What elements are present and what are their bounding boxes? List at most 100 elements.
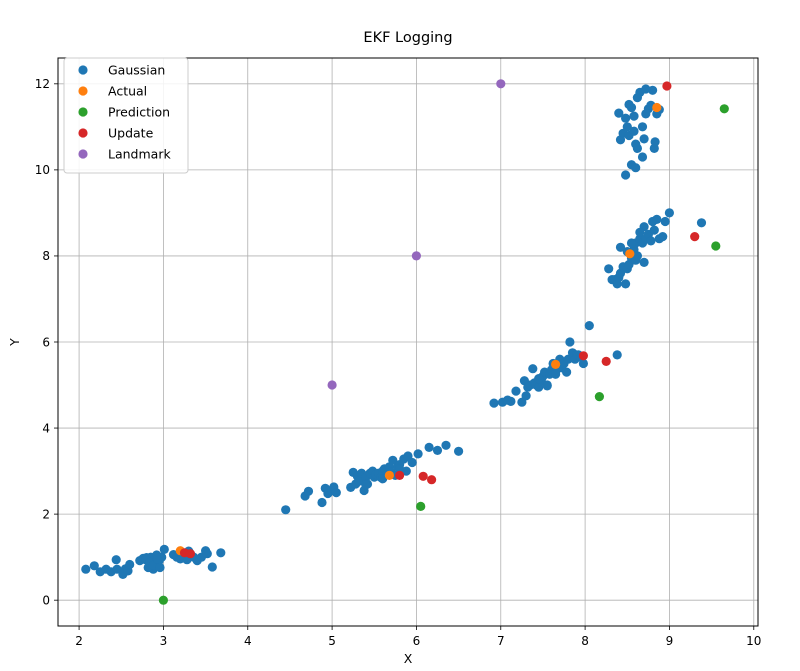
gaussian-point [152, 554, 163, 564]
gaussian-point [696, 218, 707, 228]
update-point [427, 475, 437, 485]
gaussian-point [639, 134, 649, 144]
actual-point [625, 249, 635, 259]
legend-marker-update [78, 128, 88, 138]
x-tick-label: 9 [666, 634, 674, 648]
gaussian-point [441, 440, 451, 450]
gaussian-point [637, 152, 648, 162]
actual-point [384, 470, 394, 480]
gaussian-point [635, 227, 645, 237]
gaussian-point [159, 544, 169, 555]
gaussian-point [454, 446, 464, 456]
gaussian-point [632, 93, 643, 103]
gaussian-point [361, 480, 371, 490]
gaussian-point [403, 451, 413, 461]
chart-title: EKF Logging [363, 30, 452, 46]
y-tick-label: 8 [42, 249, 50, 263]
gaussian-point [155, 562, 165, 573]
legend-marker-gaussian [78, 65, 88, 75]
x-axis-label: X [404, 651, 413, 666]
actual-point [551, 359, 561, 369]
update-point [185, 549, 195, 559]
legend: Gaussian Actual Prediction Update Landmark [63, 57, 189, 174]
axis-ticks: 2 3 4 5 6 7 8 9 10 0 2 4 6 8 10 12 [35, 77, 762, 648]
y-tick-label: 6 [42, 335, 50, 349]
x-tick-label: 5 [328, 634, 336, 648]
gaussian-point [631, 255, 641, 265]
landmark-point [411, 251, 421, 261]
gaussian-point [621, 170, 631, 180]
gaussian-point [489, 398, 499, 408]
gaussian-point [621, 113, 631, 123]
gaussian-point [551, 369, 561, 379]
prediction-point [158, 595, 168, 605]
x-tick-label: 7 [497, 634, 505, 648]
gaussian-point [281, 505, 291, 515]
series-landmark [327, 79, 506, 390]
gaussian-point [562, 367, 572, 377]
gaussian-point [81, 564, 91, 574]
gaussian-point [111, 555, 121, 565]
gaussian-point [658, 232, 668, 242]
y-tick-label: 10 [35, 163, 50, 177]
gaussian-point [413, 449, 423, 459]
gaussian-point [624, 99, 634, 110]
gaussian-point [542, 381, 552, 391]
gaussian-point [660, 216, 670, 227]
gaussian-point [626, 238, 637, 248]
y-tick-label: 4 [42, 421, 50, 435]
y-tick-label: 12 [35, 77, 50, 91]
gaussian-point [664, 208, 675, 218]
gaussian-point [216, 548, 226, 558]
prediction-point [594, 392, 605, 402]
x-tick-label: 6 [413, 634, 421, 648]
gaussian-point [641, 84, 651, 94]
gaussian-point [112, 564, 122, 574]
gaussian-point [622, 122, 632, 132]
update-point [662, 81, 672, 91]
gaussian-point [388, 455, 398, 465]
gaussian-point [632, 143, 643, 153]
update-point [395, 470, 405, 480]
gaussian-point [584, 321, 594, 331]
x-tick-label: 4 [244, 634, 252, 648]
gaussian-point [511, 386, 521, 396]
update-point [578, 351, 589, 361]
gaussian-point [521, 391, 531, 401]
gaussian-point [631, 163, 641, 173]
series-update [179, 81, 700, 559]
gaussian-point [604, 264, 614, 274]
gaussian-point [407, 457, 417, 468]
gaussian-point [395, 464, 405, 474]
gaussian-point [528, 364, 538, 374]
legend-marker-prediction [78, 107, 88, 117]
gaussian-point [614, 108, 624, 118]
prediction-point [416, 501, 426, 511]
legend-label-actual: Actual [108, 83, 147, 98]
x-tick-label: 2 [75, 634, 83, 648]
gaussian-point [629, 111, 639, 121]
gaussian-point [629, 126, 639, 136]
legend-label-landmark: Landmark [108, 146, 171, 161]
x-tick-label: 8 [581, 634, 589, 648]
x-tick-label: 3 [160, 634, 168, 648]
x-tick-label: 10 [746, 634, 761, 648]
gaussian-point [317, 497, 327, 508]
gaussian-point [652, 214, 662, 224]
gaussian-point [646, 236, 656, 246]
landmark-point [327, 380, 337, 390]
legend-label-gaussian: Gaussian [108, 62, 165, 77]
gaussian-point [650, 137, 660, 147]
gaussian-point [303, 486, 314, 496]
gaussian-point [207, 562, 217, 572]
gaussian-point [424, 442, 434, 452]
gaussian-point [565, 337, 575, 347]
gaussian-point [615, 242, 626, 252]
update-point [601, 356, 611, 366]
prediction-point [719, 104, 729, 114]
y-tick-label: 0 [42, 593, 50, 607]
prediction-point [711, 241, 721, 251]
gaussian-point [637, 122, 648, 132]
y-axis-label: Y [7, 338, 22, 347]
